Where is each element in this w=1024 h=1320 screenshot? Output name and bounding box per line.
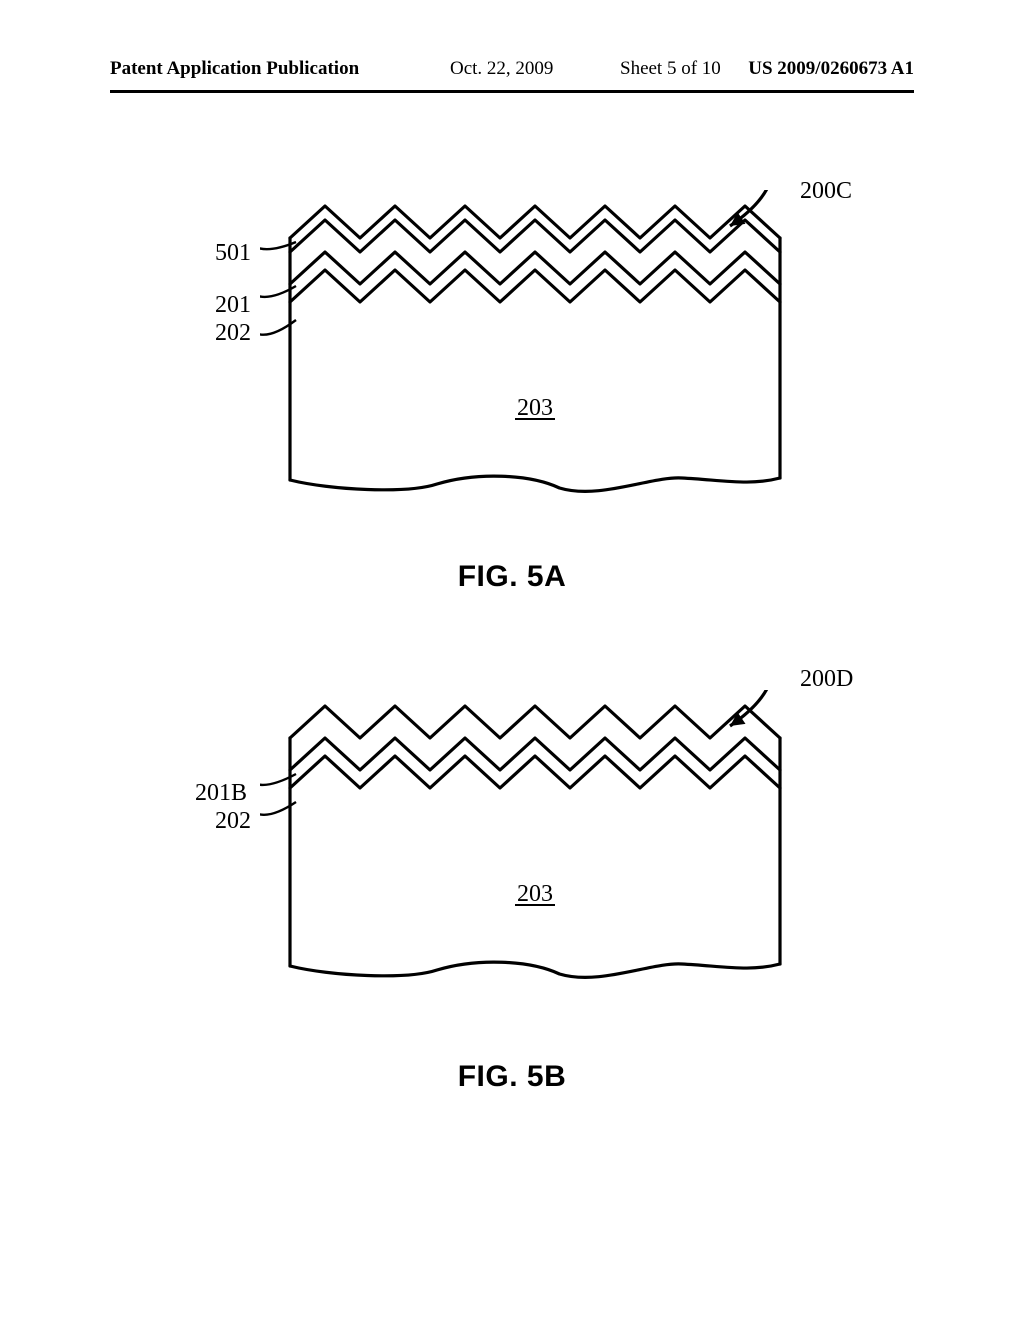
header-pubno: US 2009/0260673 A1: [748, 58, 914, 80]
patent-page: Patent Application Publication Oct. 22, …: [0, 0, 1024, 1320]
ref-200d: 200D: [800, 666, 853, 693]
svg-text:203: 203: [517, 395, 553, 421]
ref-201b: 201B: [195, 780, 247, 807]
figure-5a-caption: FIG. 5A: [0, 560, 1024, 594]
header-publication: Patent Application Publication: [110, 58, 359, 80]
figure-5b-caption: FIG. 5B: [0, 1060, 1024, 1094]
ref-202-b: 202: [215, 808, 251, 835]
ref-200c: 200C: [800, 178, 852, 205]
header-sheet: Sheet 5 of 10: [620, 58, 721, 80]
header-rule: [110, 90, 914, 93]
ref-501: 501: [215, 240, 251, 267]
header-date: Oct. 22, 2009: [450, 58, 553, 80]
ref-201: 201: [215, 292, 251, 319]
ref-202-a: 202: [215, 320, 251, 347]
figure-5b-drawing: 203: [260, 690, 820, 1010]
page-header: Patent Application Publication Oct. 22, …: [110, 58, 914, 80]
figure-5a-drawing: 203: [260, 190, 820, 520]
svg-text:203: 203: [517, 881, 553, 907]
